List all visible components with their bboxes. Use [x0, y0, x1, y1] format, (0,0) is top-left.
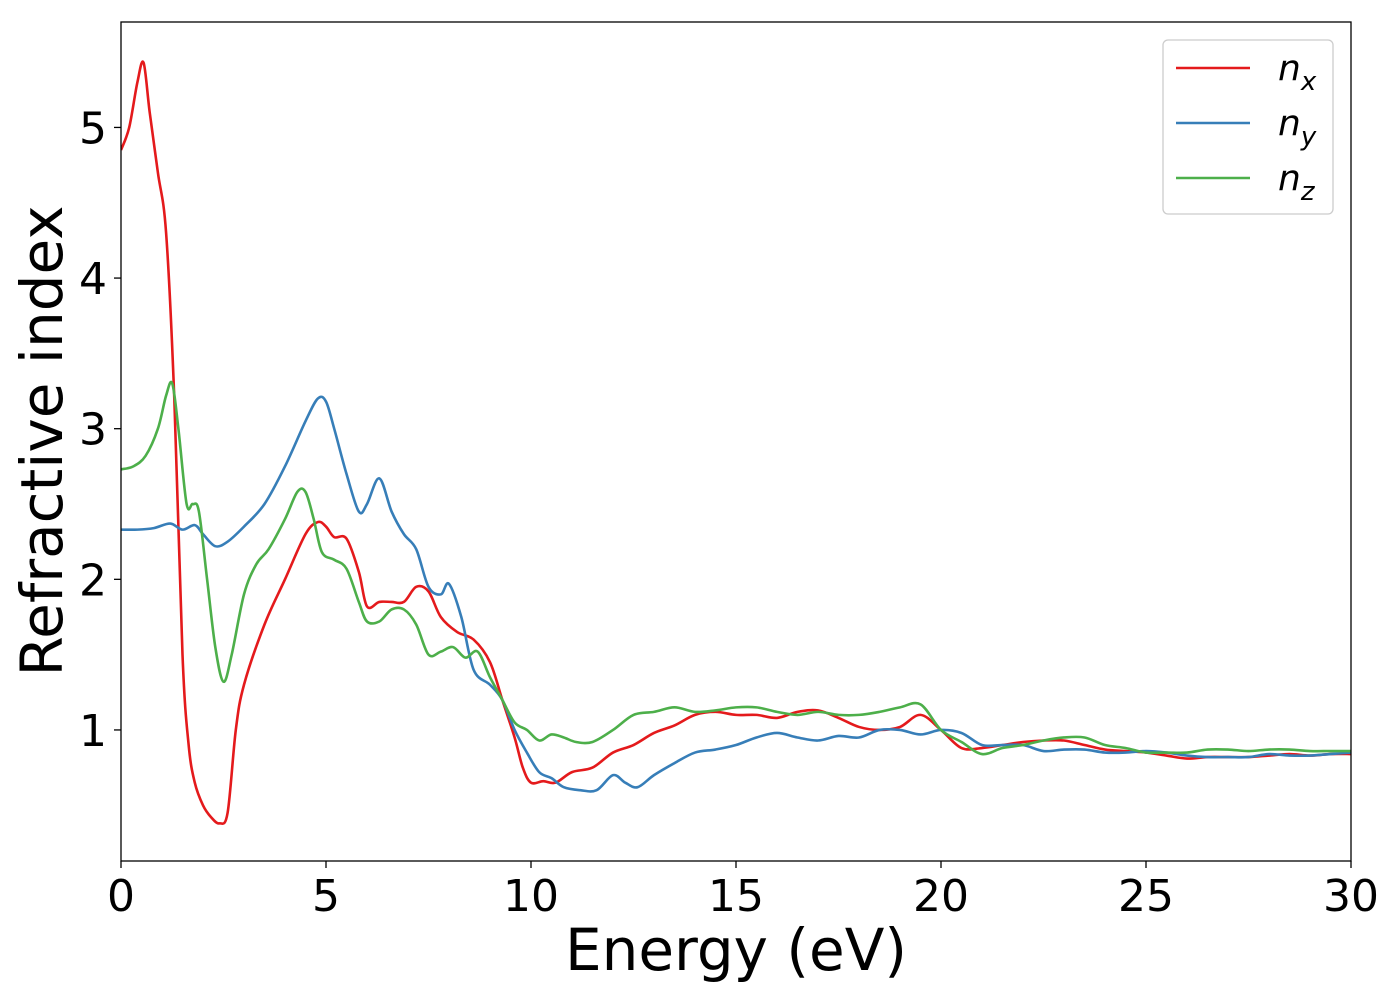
plot-frame [120, 21, 1352, 862]
x-tick-label: 10 [503, 871, 559, 922]
x-tick-label: 5 [312, 871, 340, 922]
series-line-nz [121, 380, 1351, 756]
x-axis-ticks: 0 5 10 15 20 25 30 [107, 861, 1379, 922]
legend-label-ny: ny [1278, 103, 1317, 152]
legend-box [1162, 39, 1334, 215]
x-tick-label: 25 [1118, 871, 1174, 922]
y-tick-label: 2 [79, 555, 107, 606]
y-tick-label: 1 [79, 706, 107, 757]
legend-label-nz: nz [1278, 158, 1316, 207]
x-axis-label: Energy (eV) [565, 916, 907, 984]
y-tick-label: 4 [79, 254, 107, 305]
x-tick-label: 20 [913, 871, 969, 922]
series-line-nx [121, 60, 1351, 826]
legend-label-nx: nx [1278, 48, 1317, 97]
y-axis-label: Refractive index [8, 205, 76, 676]
y-tick-label: 5 [79, 103, 107, 154]
y-tick-label: 3 [79, 405, 107, 456]
x-tick-label: 0 [107, 871, 135, 922]
y-axis-ticks: 1 2 3 4 5 [79, 103, 121, 757]
legend: nx ny nz [1162, 39, 1334, 215]
x-tick-label: 30 [1323, 871, 1379, 922]
series-line-ny [121, 395, 1351, 793]
x-tick-label: 15 [708, 871, 764, 922]
plot-area [121, 60, 1351, 826]
